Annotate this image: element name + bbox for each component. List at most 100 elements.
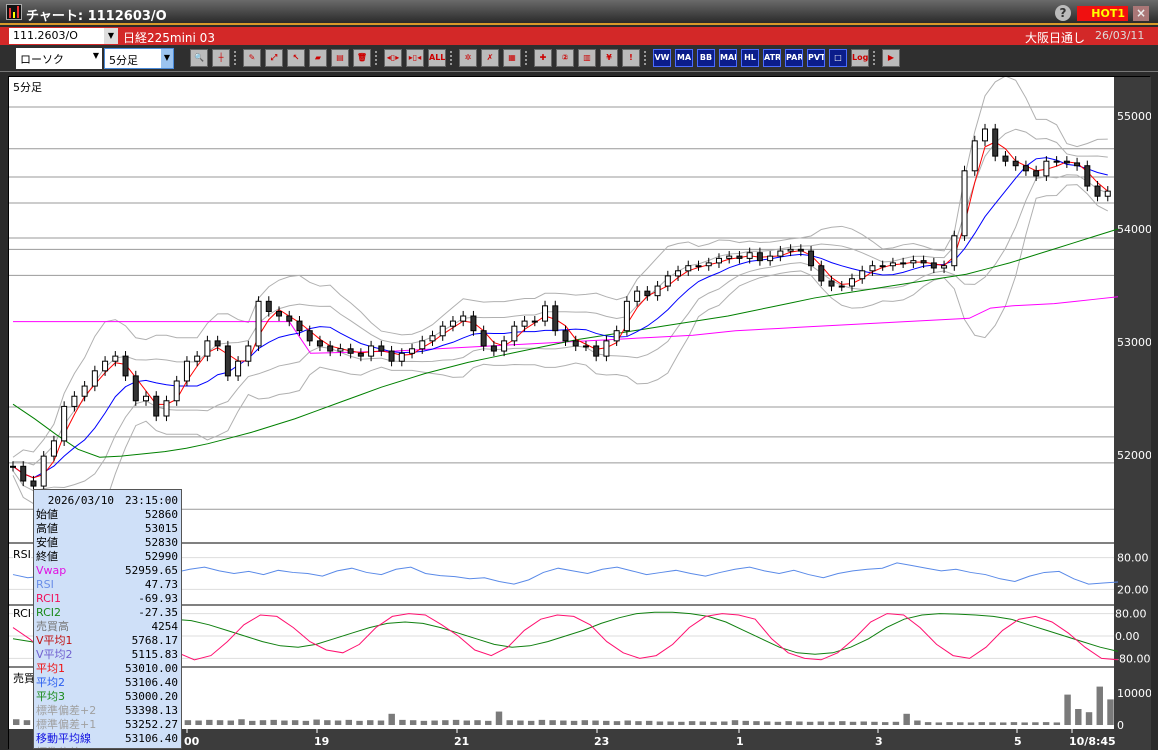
- candle-body: [1012, 160, 1019, 167]
- crosshair-button[interactable]: ┼: [212, 49, 230, 67]
- close-button[interactable]: ×: [1133, 6, 1149, 21]
- ma-button[interactable]: MA: [675, 49, 693, 67]
- info-row: 平均3 53000.20: [34, 690, 181, 704]
- log-button[interactable]: Log: [851, 49, 869, 67]
- hot1-button[interactable]: HOT1: [1077, 6, 1128, 21]
- info-row: RSI 47.73: [34, 578, 181, 592]
- info-row: RCI2 -27.35: [34, 606, 181, 620]
- tools-button[interactable]: ✗: [481, 49, 499, 67]
- help-button[interactable]: ?: [1055, 5, 1071, 21]
- alert-button[interactable]: !: [622, 49, 640, 67]
- frame-button[interactable]: □: [829, 49, 847, 67]
- candle-body: [460, 315, 467, 322]
- toolbar-separator: [234, 51, 236, 65]
- volume-bar: [324, 720, 331, 725]
- symbol-dropdown-button[interactable]: ▼: [104, 28, 118, 44]
- candle-body: [1043, 160, 1050, 177]
- zoom-button[interactable]: 🔍: [190, 49, 208, 67]
- volume-bar: [1064, 694, 1071, 725]
- volume-bar: [774, 721, 782, 725]
- candle-body: [173, 380, 180, 402]
- volume-bar: [1107, 699, 1114, 725]
- volume-bar: [270, 719, 277, 725]
- select-pointer-button[interactable]: ↖: [287, 49, 305, 67]
- candle-body: [797, 248, 804, 252]
- price-tick-label: 53000: [1117, 336, 1151, 349]
- trash-button[interactable]: 🗑: [353, 49, 371, 67]
- info-value: 47.73: [144, 578, 178, 591]
- volume-bar: [206, 719, 213, 725]
- draw-pen-button[interactable]: ✎: [243, 49, 261, 67]
- volume-bar: [184, 720, 192, 725]
- volume-bar: [721, 721, 728, 725]
- chart-area[interactable]: 55000 54000 53000 52000 80.00 20.00 80.00 0.00-…: [8, 76, 1151, 750]
- expand-button[interactable]: ◂▯▸: [384, 49, 402, 67]
- trendline-button[interactable]: ⤢: [265, 49, 283, 67]
- candle-body: [1104, 190, 1111, 197]
- symbol-code-input[interactable]: 111.2603/O: [9, 28, 104, 44]
- candle-body: [71, 395, 78, 407]
- candle-body: [705, 262, 712, 267]
- para-button[interactable]: PARA: [785, 49, 803, 67]
- volume-bar: [259, 720, 267, 725]
- info-label: 平均2: [36, 676, 65, 689]
- candle-body: [623, 300, 630, 332]
- info-value: 52860: [144, 508, 178, 521]
- hl-button[interactable]: HL: [741, 49, 759, 67]
- candle-body: [900, 262, 907, 265]
- candle-body: [848, 278, 855, 287]
- volume-bar: [249, 720, 256, 725]
- volume-bar: [592, 720, 599, 725]
- interval-select[interactable]: 5分足 ▼: [104, 48, 174, 69]
- volume-bar: [1021, 722, 1028, 725]
- volume-bar: [474, 720, 481, 725]
- info-label: 始値: [36, 508, 58, 521]
- volume-bar: [420, 720, 428, 725]
- bars-button[interactable]: ▥: [578, 49, 596, 67]
- volume-bar: [538, 719, 546, 725]
- info-value: 52830: [144, 536, 178, 549]
- info-row: 終値 52990: [34, 550, 181, 564]
- info-value: 52990: [144, 550, 178, 563]
- settings-button[interactable]: ✲: [459, 49, 477, 67]
- marker-button[interactable]: ✚: [534, 49, 552, 67]
- volume-bar: [731, 720, 739, 725]
- volume-bar: [1032, 722, 1039, 725]
- yen-button[interactable]: ¥: [600, 49, 618, 67]
- volume-bar: [23, 720, 31, 725]
- atr-button[interactable]: ATR: [763, 49, 781, 67]
- time-tick-label: 23: [594, 735, 609, 748]
- volume-bar: [989, 722, 996, 725]
- candle-body: [818, 265, 825, 282]
- chart-canvas[interactable]: 5500054000530005200080.0020.0080.000.00-…: [9, 77, 1151, 750]
- eraser-button[interactable]: ▰: [309, 49, 327, 67]
- info-datetime: 2026/03/10 23:15:00: [47, 494, 178, 507]
- volume-bar: [431, 720, 438, 725]
- info-label: 移動平均線: [36, 732, 91, 745]
- rci-panel-label: RCI: [13, 607, 32, 620]
- volume-bar: [603, 720, 610, 725]
- candle-body: [276, 310, 283, 317]
- candle-body: [20, 465, 27, 482]
- candle-body: [245, 345, 252, 362]
- flag-button[interactable]: ▶: [882, 49, 900, 67]
- info-value: 53252.27: [125, 718, 178, 731]
- volume-bar: [442, 720, 449, 725]
- info-row: 平均2 53106.40: [34, 676, 181, 690]
- pvt-button[interactable]: PVT: [807, 49, 825, 67]
- time-tick-label: 00: [184, 735, 200, 748]
- mae-button[interactable]: MAE: [719, 49, 737, 67]
- market-session: 大阪日通し: [1025, 31, 1086, 45]
- all-button[interactable]: ALL: [428, 49, 446, 67]
- candle-body: [552, 305, 559, 332]
- bb-button[interactable]: BB: [697, 49, 715, 67]
- copy-button[interactable]: ▤: [331, 49, 349, 67]
- chart-type-select[interactable]: ローソク ▼: [16, 48, 102, 69]
- candle-body: [859, 270, 866, 280]
- volume-bar: [817, 721, 825, 725]
- vwap-button[interactable]: VW: [653, 49, 671, 67]
- volume-tick-label: 10000: [1117, 687, 1151, 700]
- indicator-2-button[interactable]: ②: [556, 49, 574, 67]
- color-button[interactable]: ▦: [503, 49, 521, 67]
- shrink-button[interactable]: ▸▯◂: [406, 49, 424, 67]
